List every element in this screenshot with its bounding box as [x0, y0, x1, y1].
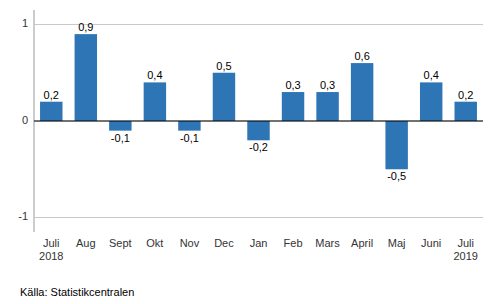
data-labels: 0,2 0,9 -0,1 0,4 -0,1 0,5 -0,2 0,3 0,3 0,6 -0,5 0,4…	[44, 21, 474, 182]
x-tick-labels: Juli2018 Aug Sept Okt Nov Dec Jan Feb Mars April M…	[39, 237, 478, 262]
grid	[34, 24, 483, 217]
source: Källa: Statistikcentralen	[20, 286, 134, 298]
x-tick-label: Mars	[315, 237, 340, 249]
y-tick-label: -1	[18, 210, 28, 222]
grid-line	[34, 217, 483, 218]
bar	[316, 92, 338, 121]
x-tick-label: Aug	[76, 237, 96, 249]
y-tick-label: 1	[22, 17, 28, 29]
x-tick-label: Juli2018	[39, 237, 63, 262]
grid-line	[34, 121, 483, 122]
x-tick-label: Jan	[250, 237, 268, 249]
data-label: 0,4	[424, 69, 439, 81]
data-label: 0,5	[216, 60, 231, 72]
zero-line	[34, 121, 483, 122]
data-label: 0,4	[147, 69, 162, 81]
bar	[282, 92, 304, 121]
x-tick-label: Dec	[214, 237, 234, 249]
data-label: -0,1	[180, 132, 199, 144]
bar	[75, 34, 97, 121]
data-label: 0,3	[285, 79, 300, 91]
bar	[40, 102, 62, 121]
data-label: 0,6	[354, 50, 369, 62]
bar	[455, 102, 477, 121]
chart-container: -1 0 1 0,2 0,9 -0,1 0,4 -0,1 0,5 -0,2 0,3 0,3 0,6 -0,…	[0, 0, 493, 304]
x-tick-label: Feb	[284, 237, 303, 249]
data-label: -0,5	[387, 170, 406, 182]
data-label: 0,3	[320, 79, 335, 91]
x-tick-label: Juni	[421, 237, 441, 249]
data-label: -0,2	[249, 141, 268, 153]
x-tick-label: Maj	[388, 237, 406, 249]
x-tick-label: Okt	[146, 237, 163, 249]
data-label: 0,9	[78, 21, 93, 33]
bar	[351, 63, 373, 121]
data-label: -0,1	[111, 132, 130, 144]
x-tick-label: Nov	[180, 237, 200, 249]
data-label: 0,2	[458, 89, 473, 101]
bar	[178, 121, 200, 131]
x-tick-label: April	[351, 237, 373, 249]
grid-line	[34, 24, 483, 25]
bars	[40, 34, 477, 169]
x-tick-label: Juli2019	[453, 237, 477, 262]
bar	[385, 121, 407, 169]
bar	[109, 121, 131, 131]
y-tick-label: 0	[22, 114, 28, 126]
bar	[144, 82, 166, 121]
bar	[213, 73, 235, 121]
y-tick-labels: -1 0 1	[18, 17, 28, 222]
data-label: 0,2	[44, 89, 59, 101]
x-tick-label: Sept	[109, 237, 132, 249]
chart: -1 0 1 0,2 0,9 -0,1 0,4 -0,1 0,5 -0,2 0,3 0,3 0,6 -0,…	[0, 0, 493, 304]
bar	[247, 121, 269, 140]
bar	[420, 82, 442, 121]
